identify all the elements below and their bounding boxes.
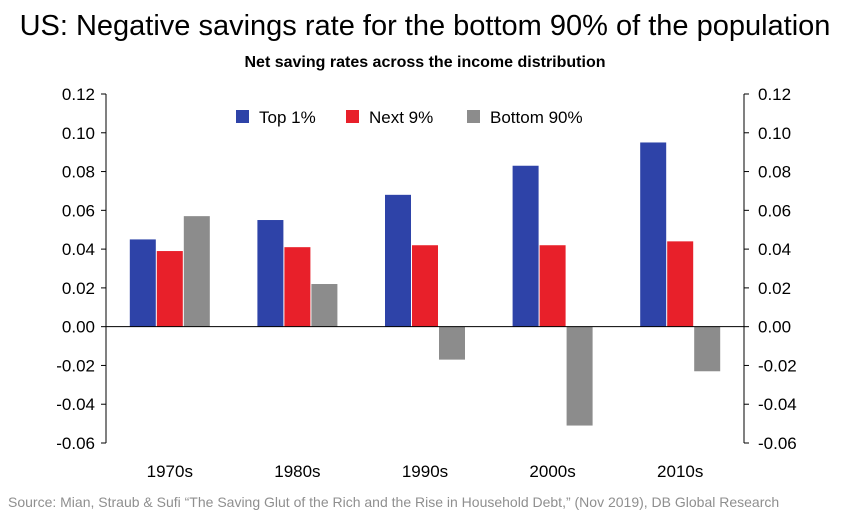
left-tick-label: -0.02 bbox=[56, 356, 95, 375]
bar-1990s-1 bbox=[412, 245, 438, 327]
bar-1990s-0 bbox=[385, 194, 411, 327]
bars: 1970s 1980s 1990s 2000s 2010s bbox=[129, 142, 721, 481]
bar-2000s-0 bbox=[512, 165, 539, 327]
legend-label: Next 9% bbox=[369, 108, 433, 127]
right-tick-label: 0.08 bbox=[758, 163, 791, 182]
bar-2010s-0 bbox=[640, 142, 667, 327]
right-tick-label: 0.10 bbox=[758, 124, 791, 143]
left-tick-label: 0.06 bbox=[62, 201, 95, 220]
right-tick-label: 0.00 bbox=[758, 318, 791, 337]
right-tick-label: 0.12 bbox=[758, 85, 791, 104]
right-tick-label: 0.06 bbox=[758, 201, 791, 220]
right-tick-label: -0.02 bbox=[758, 356, 797, 375]
legend-label: Bottom 90% bbox=[490, 108, 583, 127]
left-tick-label: 0.00 bbox=[62, 318, 95, 337]
source-note: Source: Mian, Straub & Sufi “The Saving … bbox=[8, 494, 780, 510]
category-label: 2010s bbox=[657, 462, 703, 481]
right-tick-label: 0.02 bbox=[758, 279, 791, 298]
chart-title: US: Negative savings rate for the bottom… bbox=[19, 10, 831, 42]
bar-2010s-2 bbox=[694, 326, 721, 372]
legend-swatch bbox=[236, 110, 249, 123]
left-tick-label: 0.08 bbox=[62, 163, 95, 182]
right-tick-label: -0.06 bbox=[758, 434, 797, 453]
left-tick-label: -0.04 bbox=[56, 395, 95, 414]
legend-swatch bbox=[346, 110, 359, 123]
bar-2000s-1 bbox=[539, 245, 566, 327]
bar-1970s-0 bbox=[129, 239, 156, 327]
category-label: 1980s bbox=[274, 462, 320, 481]
left-tick-label: 0.04 bbox=[62, 240, 95, 259]
category-label: 1990s bbox=[402, 462, 448, 481]
bar-1980s-1 bbox=[284, 247, 311, 327]
chart-subtitle: Net saving rates across the income distr… bbox=[244, 54, 606, 71]
category-label: 2000s bbox=[529, 462, 575, 481]
legend: Top 1% Next 9% Bottom 90% bbox=[236, 108, 583, 127]
legend-label: Top 1% bbox=[259, 108, 316, 127]
left-tick-label: 0.12 bbox=[62, 85, 95, 104]
bar-1970s-1 bbox=[156, 251, 183, 327]
bar-1990s-2 bbox=[439, 326, 465, 360]
bar-1970s-2 bbox=[183, 216, 210, 327]
bar-1980s-2 bbox=[311, 284, 338, 327]
left-tick-label: -0.06 bbox=[56, 434, 95, 453]
bar-2000s-2 bbox=[566, 326, 593, 426]
bar-2010s-1 bbox=[667, 241, 694, 327]
bar-1980s-0 bbox=[257, 220, 284, 327]
axes: 0.12 0.12 0.10 0.10 0.08 0.08 0.06 0.06 0.04 0.04… bbox=[56, 85, 797, 453]
category-label: 1970s bbox=[147, 462, 193, 481]
right-tick-label: 0.04 bbox=[758, 240, 791, 259]
left-tick-label: 0.10 bbox=[62, 124, 95, 143]
left-tick-label: 0.02 bbox=[62, 279, 95, 298]
legend-swatch bbox=[467, 110, 480, 123]
right-tick-label: -0.04 bbox=[758, 395, 797, 414]
